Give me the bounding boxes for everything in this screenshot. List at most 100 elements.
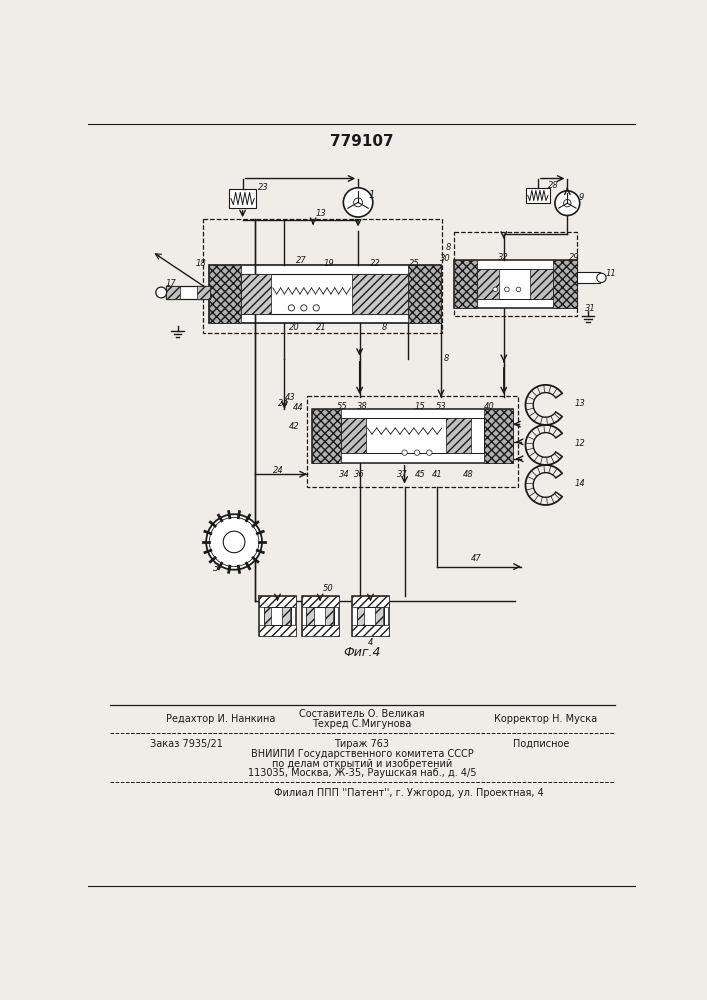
Bar <box>454 260 577 308</box>
Text: 30: 30 <box>440 254 451 263</box>
Bar <box>312 409 513 463</box>
Bar <box>264 607 271 625</box>
Circle shape <box>223 531 245 553</box>
Text: 13: 13 <box>315 209 326 218</box>
Text: 12: 12 <box>575 439 586 448</box>
Bar <box>341 418 366 453</box>
Bar <box>352 625 389 636</box>
Bar <box>241 274 271 314</box>
Bar <box>477 269 499 299</box>
Bar <box>259 625 296 636</box>
Text: 43: 43 <box>286 393 296 402</box>
Bar <box>230 189 256 208</box>
Bar <box>341 418 484 453</box>
Bar <box>307 396 518 487</box>
Circle shape <box>505 287 509 292</box>
Bar <box>356 607 385 625</box>
Text: 27: 27 <box>296 256 307 265</box>
Text: 38: 38 <box>357 402 368 411</box>
Text: 8: 8 <box>446 243 452 252</box>
Bar <box>301 596 339 607</box>
Bar <box>301 596 339 636</box>
Bar <box>197 286 210 299</box>
Bar <box>554 260 577 308</box>
Text: 41: 41 <box>432 470 443 479</box>
Bar <box>209 517 259 567</box>
Bar <box>203 219 442 333</box>
Text: 14: 14 <box>575 479 586 488</box>
Text: по делам открытий и изобретений: по делам открытий и изобретений <box>271 759 452 769</box>
Bar <box>526 188 549 203</box>
Circle shape <box>493 287 498 292</box>
Bar <box>301 625 339 636</box>
Text: 779107: 779107 <box>330 134 394 149</box>
Text: Техред С.Мигунова: Техред С.Мигунова <box>312 719 411 729</box>
Text: 8: 8 <box>444 354 449 363</box>
Circle shape <box>354 198 363 207</box>
Text: 4: 4 <box>368 638 373 647</box>
Bar <box>454 260 477 308</box>
Text: 31: 31 <box>585 304 596 313</box>
Text: 13: 13 <box>575 399 586 408</box>
Circle shape <box>344 188 373 217</box>
Bar <box>577 272 600 283</box>
Text: 25: 25 <box>409 259 419 268</box>
Text: 19: 19 <box>323 259 334 268</box>
Bar <box>306 607 314 625</box>
Text: 50: 50 <box>323 584 334 593</box>
Bar <box>446 418 472 453</box>
Bar <box>325 607 332 625</box>
Text: 24: 24 <box>278 399 288 408</box>
Text: 28: 28 <box>548 181 559 190</box>
Text: 9: 9 <box>578 192 584 202</box>
Circle shape <box>597 273 606 282</box>
Text: 22: 22 <box>370 259 380 268</box>
Text: 47: 47 <box>470 554 481 563</box>
Text: ВНИИПИ Государственного комитета СССР: ВНИИПИ Государственного комитета СССР <box>250 749 473 759</box>
Bar <box>356 607 364 625</box>
Bar <box>409 265 441 323</box>
Text: 45: 45 <box>415 470 426 479</box>
Text: 8: 8 <box>382 323 387 332</box>
Text: 44: 44 <box>293 403 304 412</box>
Bar <box>352 596 389 607</box>
Text: 24: 24 <box>273 466 284 475</box>
Circle shape <box>156 287 167 298</box>
Circle shape <box>555 191 580 215</box>
Text: Подписное: Подписное <box>513 739 569 749</box>
Text: 32: 32 <box>498 253 509 262</box>
Text: Фиг.4: Фиг.4 <box>343 646 380 659</box>
Bar <box>530 269 554 299</box>
Bar <box>241 274 409 314</box>
Bar <box>484 409 513 463</box>
Text: 53: 53 <box>436 402 446 411</box>
Bar <box>209 265 441 323</box>
Text: 17: 17 <box>166 279 177 288</box>
Text: 55: 55 <box>337 402 348 411</box>
Text: 1: 1 <box>369 190 375 200</box>
Text: Редахтор И. Нанкина: Редахтор И. Нанкина <box>166 714 275 724</box>
Text: 18: 18 <box>195 259 206 268</box>
Bar <box>209 265 241 323</box>
Bar <box>282 607 290 625</box>
Text: 36: 36 <box>354 470 365 479</box>
Text: 34: 34 <box>339 470 349 479</box>
Text: 20: 20 <box>289 323 300 332</box>
Bar <box>166 286 180 299</box>
Circle shape <box>402 450 407 455</box>
Text: 113035, Москва, Ж-35, Раушская наб., д. 4/5: 113035, Москва, Ж-35, Раушская наб., д. … <box>247 768 477 778</box>
Text: 48: 48 <box>463 470 474 479</box>
Circle shape <box>313 305 320 311</box>
Text: Составитель О. Великая: Составитель О. Великая <box>299 709 425 719</box>
Circle shape <box>516 287 521 292</box>
Circle shape <box>414 450 420 455</box>
Circle shape <box>426 450 432 455</box>
Bar <box>352 596 389 636</box>
Text: 3: 3 <box>213 563 219 573</box>
Bar <box>306 607 334 625</box>
Circle shape <box>288 305 295 311</box>
Circle shape <box>206 514 262 570</box>
Text: 15: 15 <box>415 402 426 411</box>
Text: 42: 42 <box>288 422 299 431</box>
Circle shape <box>300 305 307 311</box>
